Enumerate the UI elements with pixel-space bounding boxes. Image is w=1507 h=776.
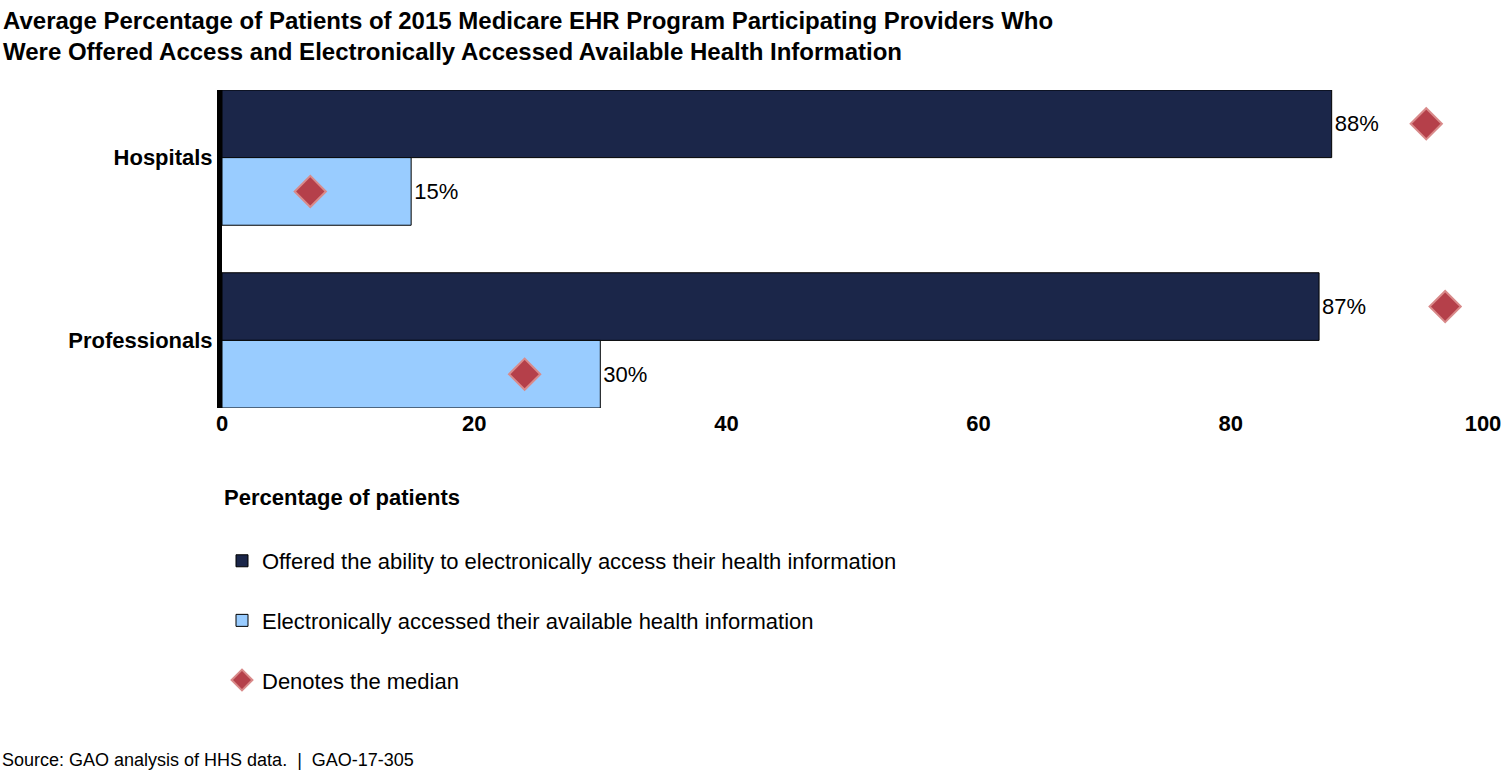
svg-text:30%: 30% [603, 362, 647, 387]
svg-text:Offered the ability to electro: Offered the ability to electronically ac… [262, 549, 896, 574]
svg-text:Electronically accessed their: Electronically accessed their available … [262, 609, 814, 634]
svg-text:88%: 88% [1335, 111, 1379, 136]
svg-text:60: 60 [966, 411, 990, 436]
svg-text:100: 100 [1465, 411, 1502, 436]
svg-text:20: 20 [462, 411, 486, 436]
svg-text:0: 0 [216, 411, 228, 436]
svg-text:80: 80 [1219, 411, 1243, 436]
svg-text:Hospitals: Hospitals [114, 145, 213, 170]
svg-text:Percentage of patients: Percentage of patients [224, 485, 460, 510]
svg-text:40: 40 [714, 411, 738, 436]
svg-text:Source: GAO analysis of HHS da: Source: GAO analysis of HHS data. | GAO-… [2, 750, 414, 770]
svg-text:15%: 15% [414, 179, 458, 204]
svg-text:Professionals: Professionals [68, 328, 212, 353]
svg-text:Average Percentage of Patients: Average Percentage of Patients of 2015 M… [3, 7, 1053, 65]
svg-text:87%: 87% [1322, 294, 1366, 319]
svg-text:Denotes the median: Denotes the median [262, 669, 459, 694]
